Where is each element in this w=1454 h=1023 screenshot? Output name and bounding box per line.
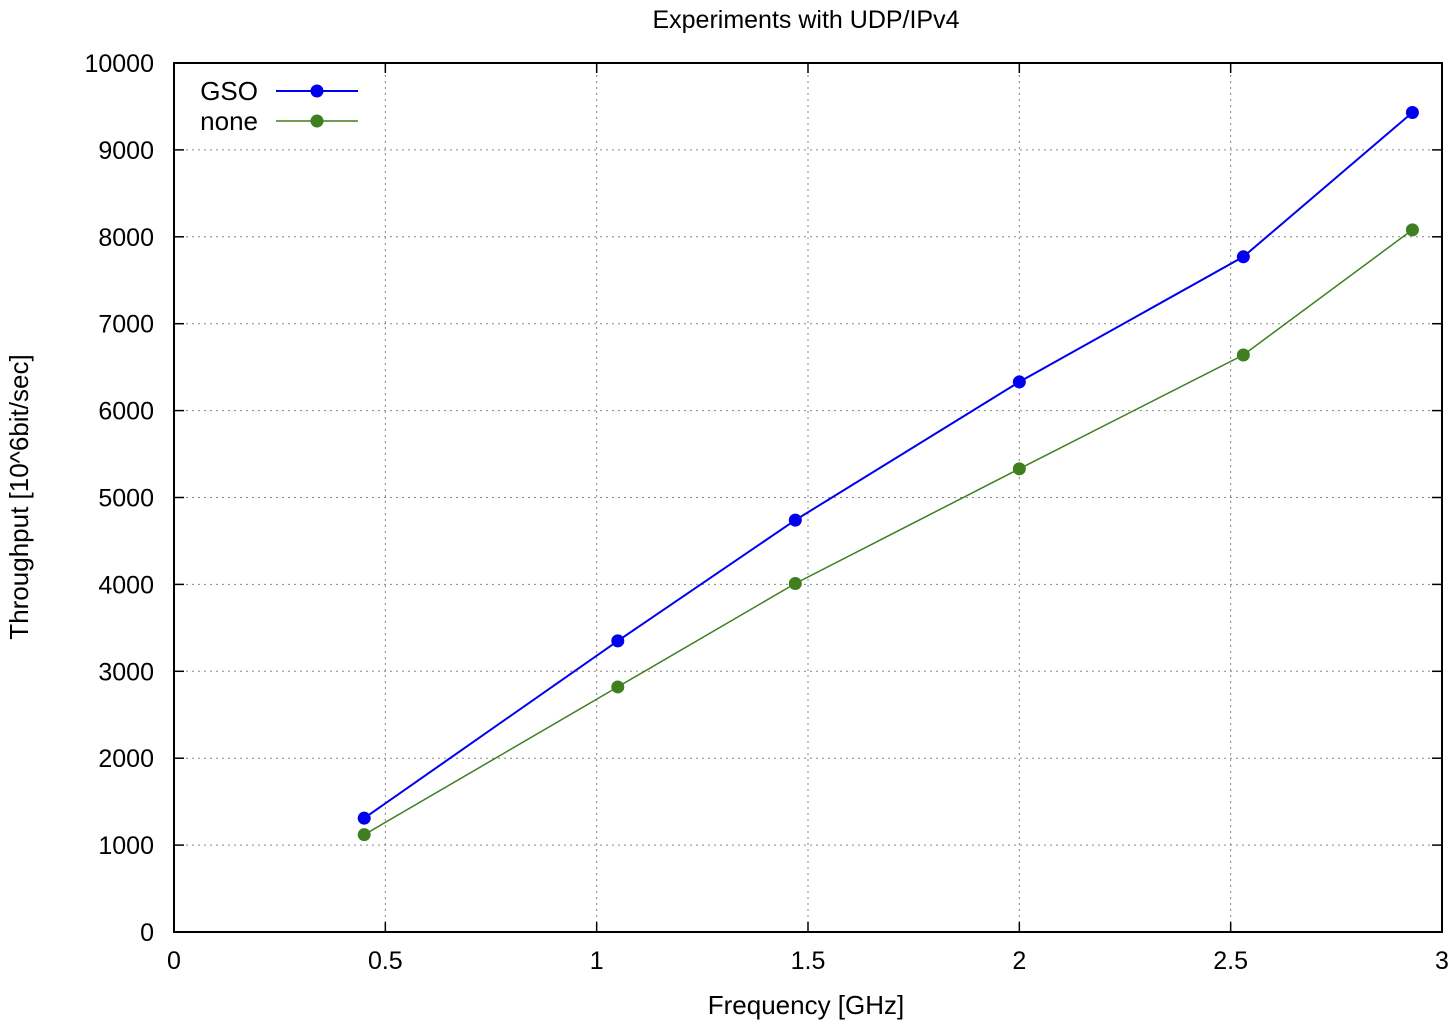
x-axis-label: Frequency [GHz] — [708, 990, 905, 1020]
data-point-none — [357, 828, 371, 842]
grid-lines — [174, 63, 1442, 932]
x-tick-label: 2.5 — [1213, 947, 1248, 975]
data-point-none — [611, 680, 625, 694]
data-point-none — [788, 577, 802, 591]
data-point-none — [1012, 462, 1026, 476]
series-line-none — [363, 229, 1413, 836]
data-point-none — [1405, 223, 1419, 237]
y-tick-label: 3000 — [98, 658, 154, 686]
series-line-GSO — [363, 111, 1414, 820]
data-point-GSO — [1236, 250, 1250, 264]
data-point-GSO — [788, 513, 802, 527]
x-tick-label: 0.5 — [368, 947, 403, 975]
y-tick-label: 8000 — [98, 224, 154, 252]
data-point-none — [1236, 348, 1250, 362]
data-point-GSO — [357, 811, 371, 825]
legend-label: none — [200, 106, 258, 136]
legend-marker — [310, 84, 324, 98]
y-tick-label: 2000 — [98, 745, 154, 773]
axis-ticks: 0100020003000400050006000700080009000100… — [84, 50, 1448, 975]
y-tick-label: 10000 — [84, 50, 154, 78]
y-tick-label: 6000 — [98, 398, 154, 426]
data-point-GSO — [1405, 106, 1419, 120]
y-tick-label: 7000 — [98, 311, 154, 339]
series-layer — [357, 106, 1419, 842]
y-tick-label: 4000 — [98, 571, 154, 599]
x-tick-label: 0 — [167, 947, 181, 975]
y-tick-label: 9000 — [98, 137, 154, 165]
y-axis-label: Throughput [10^6bit/sec] — [4, 354, 34, 639]
data-point-GSO — [1012, 375, 1026, 389]
y-tick-label: 5000 — [98, 485, 154, 513]
legend-marker — [310, 114, 324, 128]
legend-label: GSO — [200, 76, 258, 106]
x-tick-label: 1.5 — [791, 947, 826, 975]
data-point-GSO — [611, 634, 625, 648]
y-tick-label: 1000 — [98, 832, 154, 860]
x-tick-label: 2 — [1012, 947, 1026, 975]
x-tick-label: 1 — [590, 947, 604, 975]
x-tick-label: 3 — [1435, 947, 1449, 975]
chart-title: Experiments with UDP/IPv4 — [652, 6, 959, 34]
y-tick-label: 0 — [140, 919, 154, 947]
